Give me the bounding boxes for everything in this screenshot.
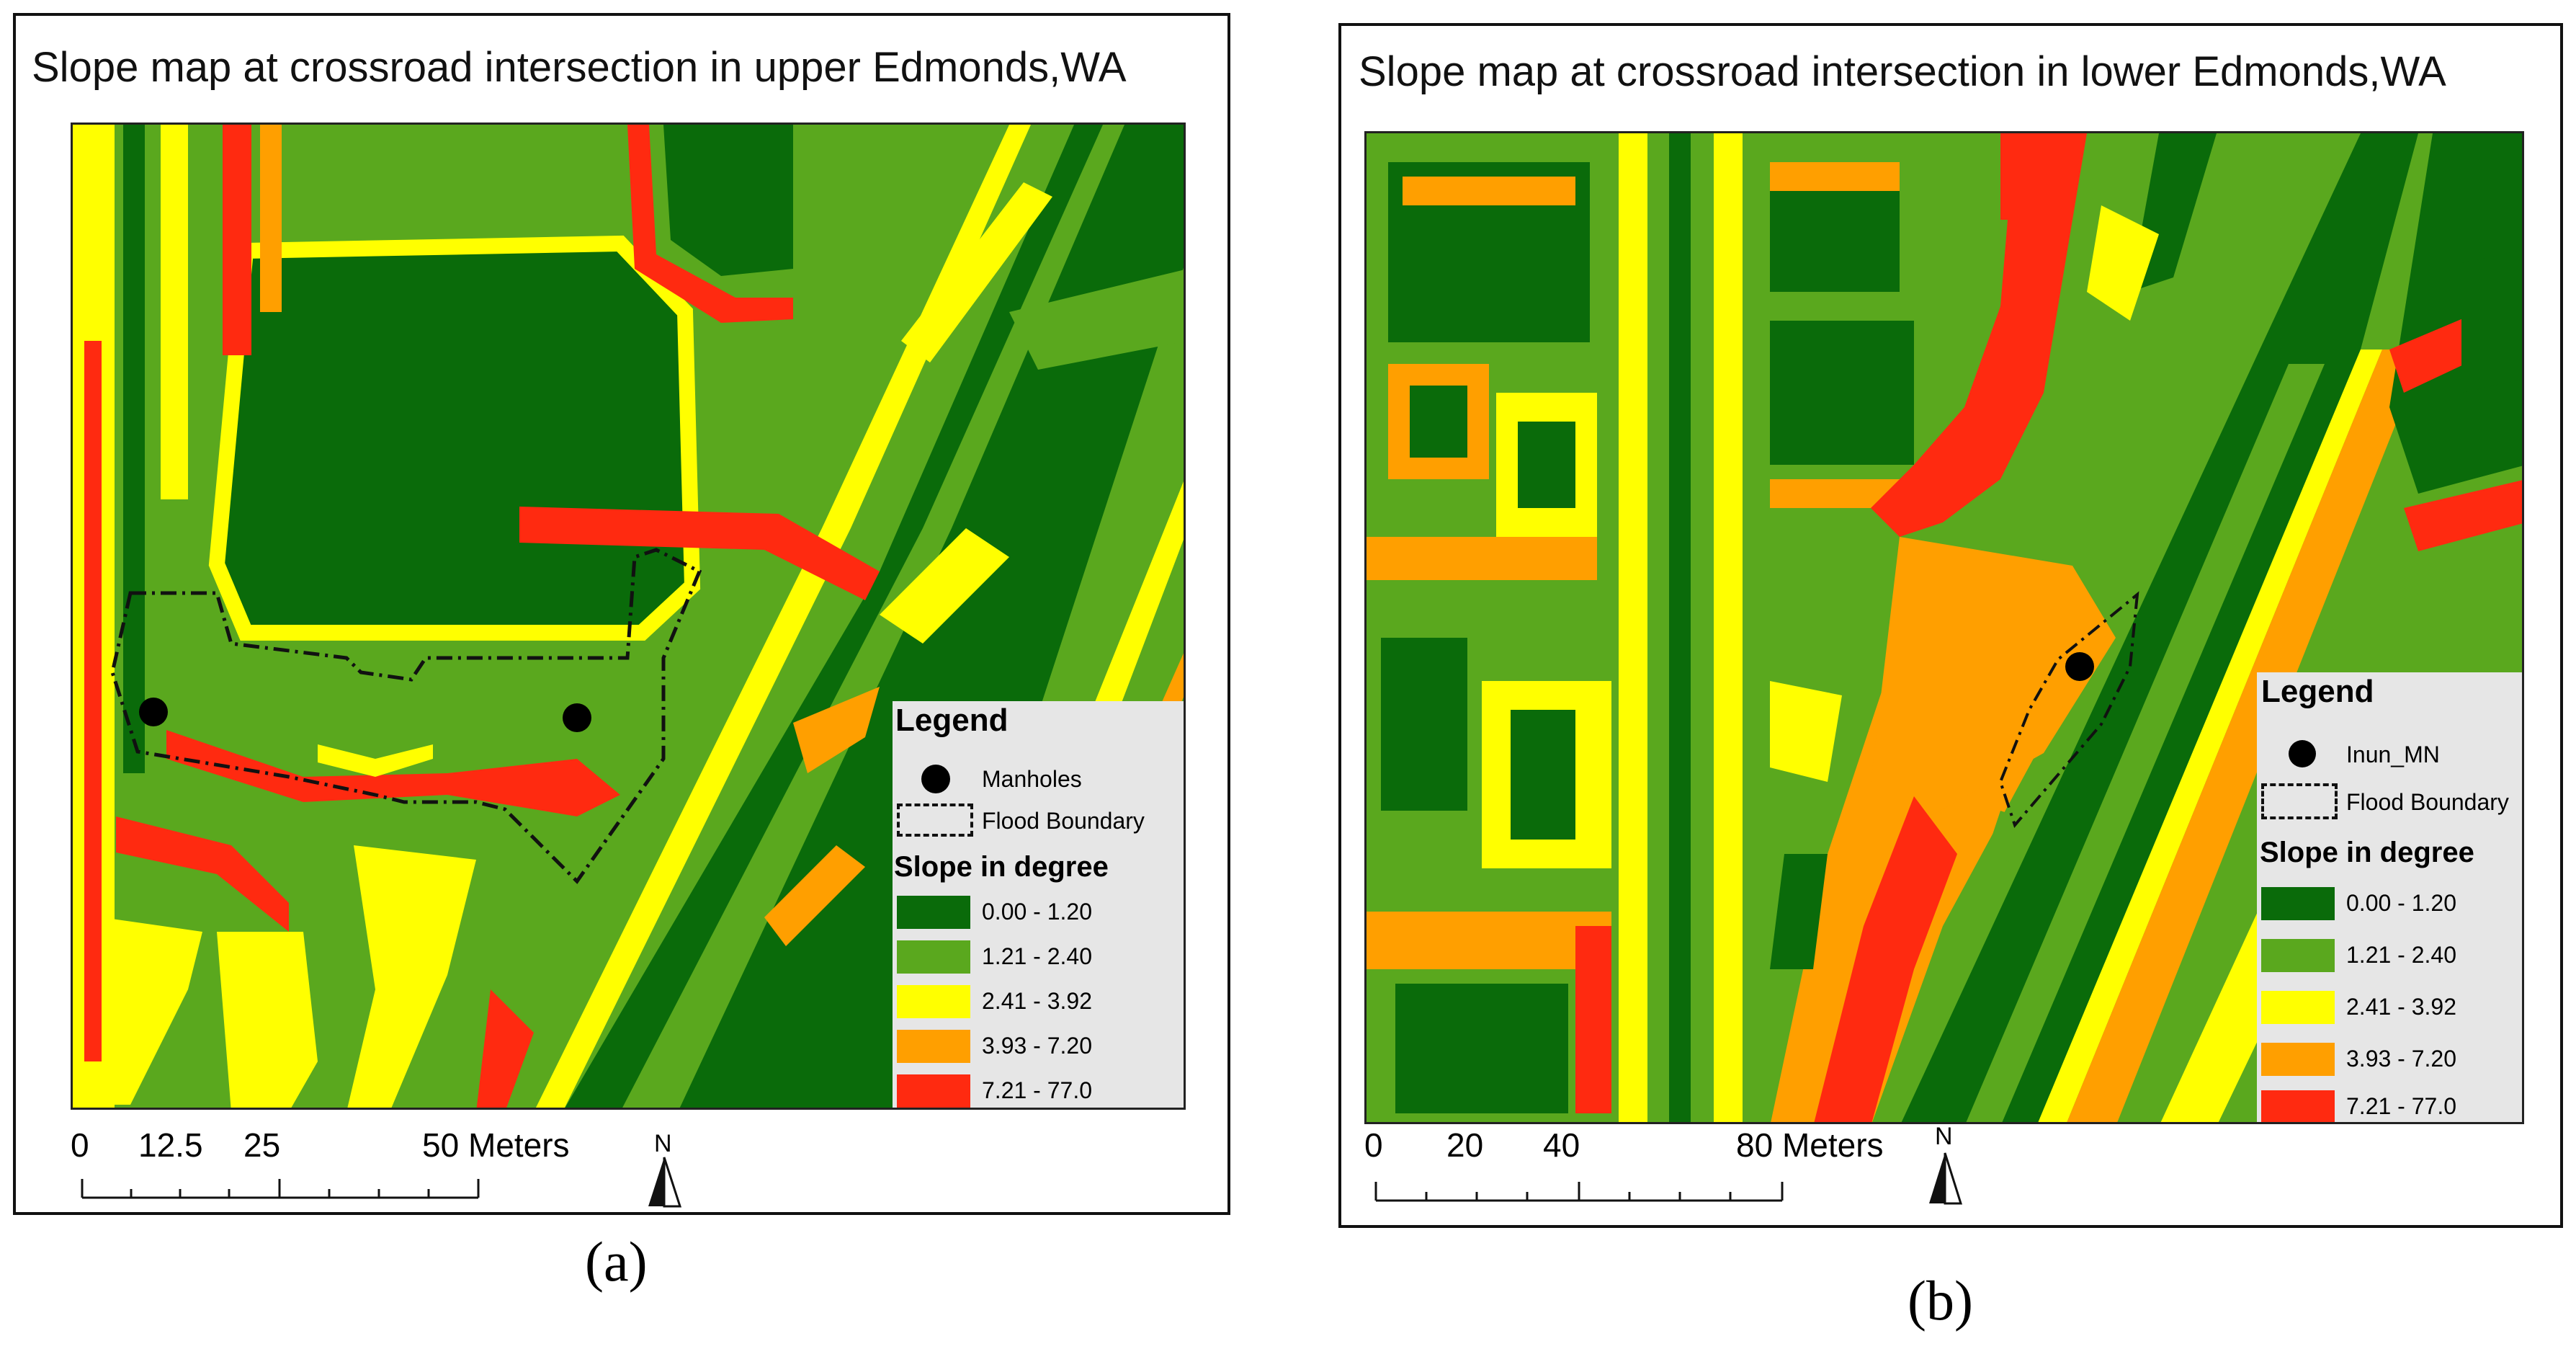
panel-a-scale-label-0: 0 (71, 1126, 89, 1164)
panel-b-scale-label-0: 0 (1364, 1126, 1383, 1164)
panel-a-class-3: 3.93 - 7.20 (982, 1033, 1092, 1059)
panel-b-title: Slope map at crossroad intersection in l… (1359, 48, 2446, 95)
panel-b-class-1: 1.21 - 2.40 (2346, 942, 2456, 968)
panel-b-swatch-2 (2261, 991, 2335, 1024)
panel-b-slope-texture (1367, 133, 2522, 1122)
panel-a-swatch-3 (897, 1030, 970, 1063)
panel-a-manhole-symbol (921, 765, 950, 793)
panel-a-manhole-label: Manholes (982, 766, 1082, 792)
panel-a-north-arrow: N (643, 1130, 686, 1209)
panel-b-flood-boundary (1998, 591, 2139, 828)
panel-b-class-0: 0.00 - 1.20 (2346, 890, 2456, 916)
panel-b-slope-map[interactable]: Legend Inun_MN Flood Boundary Slope in d… (1364, 131, 2524, 1124)
panel-a-scale-label-1: 12.5 (138, 1126, 203, 1164)
panel-b-north-arrow: N (1923, 1123, 1967, 1209)
north-arrow-icon (1929, 1152, 1963, 1205)
panel-b-swatch-3 (2261, 1043, 2335, 1076)
panel-b-legend-title: Legend (2261, 674, 2374, 709)
panel-b-swatch-1 (2261, 939, 2335, 972)
panel-b: Slope map at crossroad intersection in l… (1338, 23, 2563, 1228)
panel-a-north-label: N (654, 1130, 672, 1157)
panel-a: Slope map at crossroad intersection in u… (13, 13, 1230, 1215)
panel-b-class-4: 7.21 - 77.0 (2346, 1093, 2456, 1119)
panel-a-class-1: 1.21 - 2.40 (982, 943, 1092, 969)
panel-a-swatch-1 (897, 940, 970, 974)
panel-b-swatch-4 (2261, 1090, 2335, 1122)
panel-b-north-label: N (1935, 1123, 1953, 1150)
panel-a-swatch-2 (897, 985, 970, 1018)
panel-a-swatch-4 (897, 1074, 970, 1108)
panel-a-class-2: 2.41 - 3.92 (982, 988, 1092, 1014)
panel-b-class-2: 2.41 - 3.92 (2346, 994, 2456, 1020)
panel-b-boundary-symbol (2261, 783, 2338, 819)
panel-a-slope-map[interactable]: Legend Manholes Flood Boundary Slope in … (71, 123, 1186, 1110)
panel-b-boundary-label: Flood Boundary (2346, 789, 2509, 815)
panel-a-legend-title: Legend (895, 703, 1009, 738)
panel-a-manhole[interactable] (563, 703, 591, 732)
panel-a-legend: Legend Manholes Flood Boundary Slope in … (893, 701, 1184, 1108)
panel-b-swatch-0 (2261, 887, 2335, 920)
panel-a-class-4: 7.21 - 77.0 (982, 1077, 1092, 1103)
panel-b-scale-label-1: 20 (1446, 1126, 1484, 1164)
panel-a-class-0: 0.00 - 1.20 (982, 899, 1092, 925)
panel-b-inun-mn-symbol (2289, 740, 2316, 767)
panel-b-inun-mn-label: Inun_MN (2346, 742, 2440, 767)
panel-b-scale-bar (1374, 1182, 1784, 1202)
panel-a-caption: (a) (585, 1230, 648, 1293)
panel-a-flood-boundary (110, 548, 702, 884)
panel-b-caption: (b) (1908, 1269, 1973, 1332)
panel-a-title: Slope map at crossroad intersection in u… (32, 44, 1127, 91)
panel-a-boundary-label: Flood Boundary (982, 808, 1145, 834)
panel-a-scale-label-2: 25 (243, 1126, 281, 1164)
panel-b-slope-title: Slope in degree (2260, 837, 2474, 868)
panel-b-scale-label-3: 80 Meters (1736, 1126, 1884, 1164)
panel-b-legend: Legend Inun_MN Flood Boundary Slope in d… (2257, 672, 2522, 1122)
panel-b-class-3: 3.93 - 7.20 (2346, 1046, 2456, 1072)
panel-a-swatch-0 (897, 896, 970, 929)
panel-a-scale-label-3: 50 Meters (422, 1126, 570, 1164)
panel-b-inundated-manhole[interactable] (2065, 652, 2094, 681)
panel-a-slope-title: Slope in degree (894, 851, 1109, 883)
panel-a-boundary-symbol (897, 803, 973, 837)
north-arrow-icon (648, 1157, 682, 1208)
panel-a-manhole[interactable] (139, 698, 168, 726)
panel-a-scale-bar (81, 1179, 480, 1199)
panel-b-scale-label-2: 40 (1543, 1126, 1580, 1164)
